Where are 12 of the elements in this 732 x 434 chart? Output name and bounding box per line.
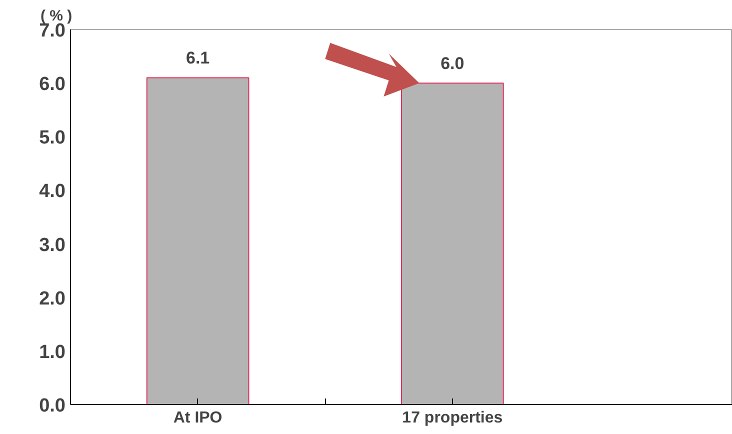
y-tick-label: 3.0 xyxy=(39,234,66,256)
data-label: 6.1 xyxy=(186,48,210,68)
y-tick-label: 4.0 xyxy=(39,181,66,202)
y-tick-label: 1.0 xyxy=(39,342,66,363)
x-tick-label: At IPO xyxy=(173,410,222,426)
data-label: 6.0 xyxy=(440,54,464,74)
y-tick-label: 2.0 xyxy=(39,288,66,310)
y-axis-title: ( % ) xyxy=(40,8,72,24)
x-tick-label: 17 properties xyxy=(402,410,503,426)
y-tick-label: 0.0 xyxy=(39,396,66,416)
y-tick-label: 5.0 xyxy=(39,128,66,149)
y-tick-label: 6.0 xyxy=(39,74,66,96)
